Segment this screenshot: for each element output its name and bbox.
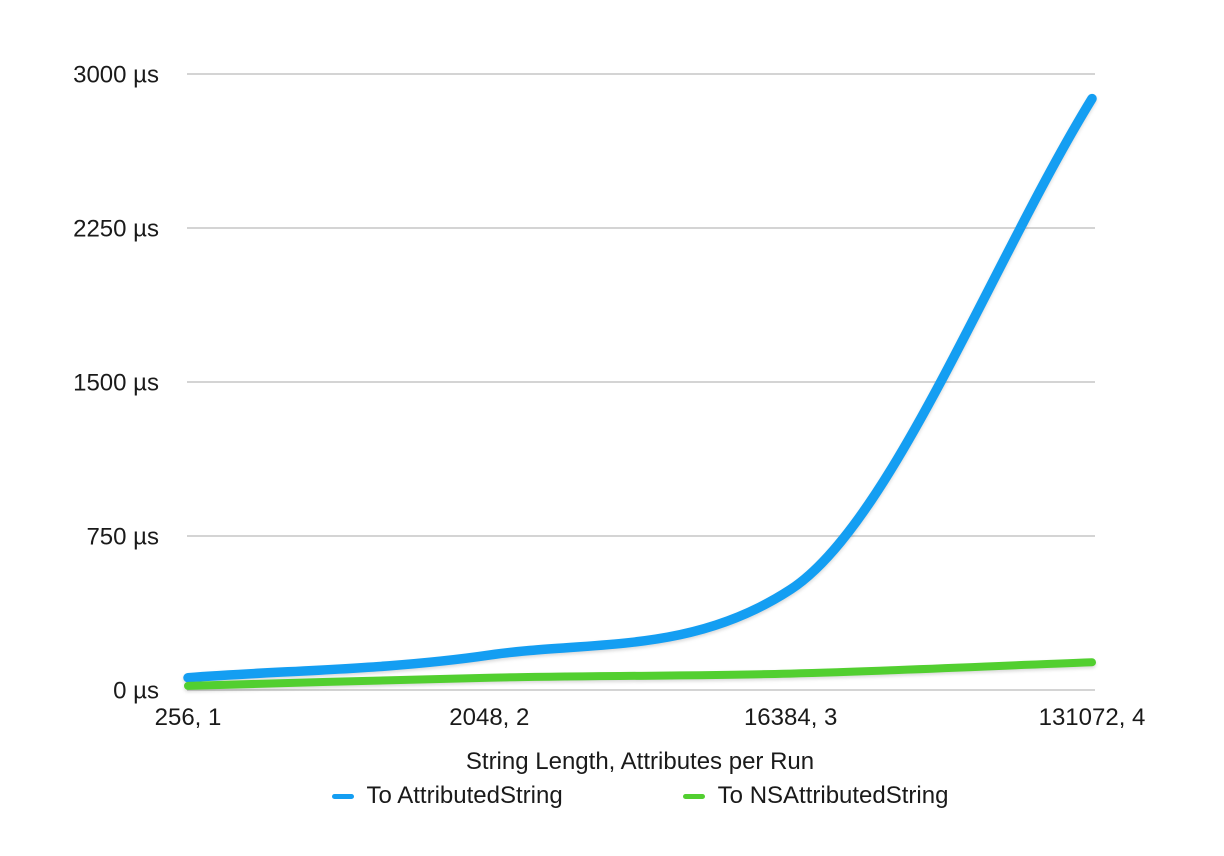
legend-label-to-attributedstring: To AttributedString: [366, 782, 563, 809]
y-axis-tick-label: 3000 µs: [73, 62, 159, 89]
x-axis-tick-label: 2048, 2: [449, 704, 529, 731]
series-line-to-attributedstring: [183, 93, 1097, 683]
series-line-to-nsattributedstring: [184, 658, 1096, 690]
legend-label-to-nsattributedstring: To NSAttributedString: [717, 782, 949, 809]
legend-item-to-nsattributedstring: To NSAttributedString: [682, 782, 949, 809]
x-axis-tick-label: 16384, 3: [744, 704, 837, 731]
legend-swatch-to-attributedstring: [331, 793, 354, 799]
x-axis-title: String Length, Attributes per Run: [465, 748, 815, 775]
y-axis-tick-label: 1500 µs: [73, 370, 159, 397]
y-axis-tick-label: 2250 µs: [73, 216, 159, 243]
x-axis-tick-label: 131072, 4: [1039, 704, 1146, 731]
legend-item-to-attributedstring: To AttributedString: [331, 782, 563, 809]
y-axis-tick-label: 0 µs: [113, 678, 159, 705]
y-axis-tick-label: 750 µs: [86, 524, 159, 551]
legend: To AttributedString To NSAttributedString: [188, 783, 1092, 809]
x-axis-tick-label: 256, 1: [155, 704, 222, 731]
legend-swatch-to-nsattributedstring: [682, 793, 705, 799]
